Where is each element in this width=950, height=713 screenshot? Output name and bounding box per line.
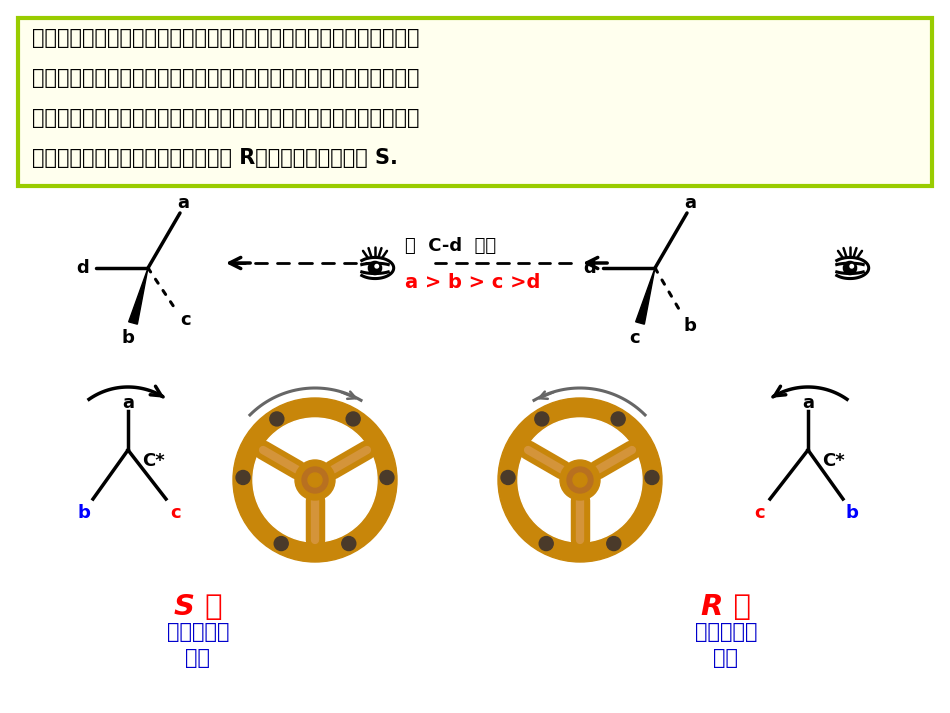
Text: b: b <box>846 504 859 522</box>
Text: d: d <box>583 259 597 277</box>
Text: b: b <box>122 329 135 347</box>
Circle shape <box>375 265 378 268</box>
Circle shape <box>645 471 659 485</box>
Text: a: a <box>684 194 696 212</box>
Text: （顺时针方: （顺时针方 <box>694 622 757 642</box>
Circle shape <box>270 412 284 426</box>
Circle shape <box>295 460 335 500</box>
Text: a > b > c >d: a > b > c >d <box>405 272 541 292</box>
Text: a: a <box>122 394 134 412</box>
Circle shape <box>535 412 549 426</box>
Text: 将与手性碳原子相连的原子（团）按优先次序排列，使眼睛、手性碳原: 将与手性碳原子相连的原子（团）按优先次序排列，使眼睛、手性碳原 <box>32 28 420 48</box>
Circle shape <box>275 537 288 550</box>
Circle shape <box>607 537 620 550</box>
Text: d: d <box>77 259 89 277</box>
Text: c: c <box>630 329 640 347</box>
Circle shape <box>308 473 322 487</box>
Circle shape <box>573 473 587 487</box>
Text: 沿  C-d  方向: 沿 C-d 方向 <box>405 237 496 255</box>
Circle shape <box>850 265 853 268</box>
Circle shape <box>302 467 328 493</box>
Circle shape <box>518 418 642 542</box>
Circle shape <box>380 471 394 485</box>
Text: c: c <box>180 311 191 329</box>
Text: a: a <box>177 194 189 212</box>
FancyBboxPatch shape <box>18 18 932 186</box>
Circle shape <box>844 262 857 275</box>
Text: c: c <box>754 504 766 522</box>
Circle shape <box>369 262 382 275</box>
Polygon shape <box>128 268 148 324</box>
Text: 向）: 向） <box>185 648 211 668</box>
Text: a: a <box>802 394 814 412</box>
Circle shape <box>342 537 356 550</box>
Text: 原子（团）远离观察者，其余原子（团）按优先顺序由大到小的方向，: 原子（团）远离观察者，其余原子（团）按优先顺序由大到小的方向， <box>32 108 420 128</box>
Text: b: b <box>684 317 696 335</box>
Circle shape <box>253 418 377 542</box>
Circle shape <box>236 471 250 485</box>
Text: b: b <box>78 504 90 522</box>
Polygon shape <box>636 268 655 324</box>
Text: 向）: 向） <box>713 648 738 668</box>
Circle shape <box>346 412 360 426</box>
Circle shape <box>567 467 593 493</box>
Text: C*: C* <box>822 452 845 470</box>
Text: S 型: S 型 <box>174 593 222 621</box>
Circle shape <box>611 412 625 426</box>
Text: （逆时针方: （逆时针方 <box>167 622 229 642</box>
Circle shape <box>501 471 515 485</box>
Text: R 型: R 型 <box>701 593 751 621</box>
Circle shape <box>498 398 662 562</box>
Text: C*: C* <box>142 452 164 470</box>
Circle shape <box>560 460 600 500</box>
Text: 子和优先次序最小的原子（团）在同一直线上，并且将优先次序最小的: 子和优先次序最小的原子（团）在同一直线上，并且将优先次序最小的 <box>32 68 420 88</box>
Circle shape <box>540 537 553 550</box>
Circle shape <box>233 398 397 562</box>
Text: c: c <box>171 504 181 522</box>
Text: 顺时针的定义该手性碳原子的构型为 R，逆时针的则定义为 S.: 顺时针的定义该手性碳原子的构型为 R，逆时针的则定义为 S. <box>32 148 398 168</box>
